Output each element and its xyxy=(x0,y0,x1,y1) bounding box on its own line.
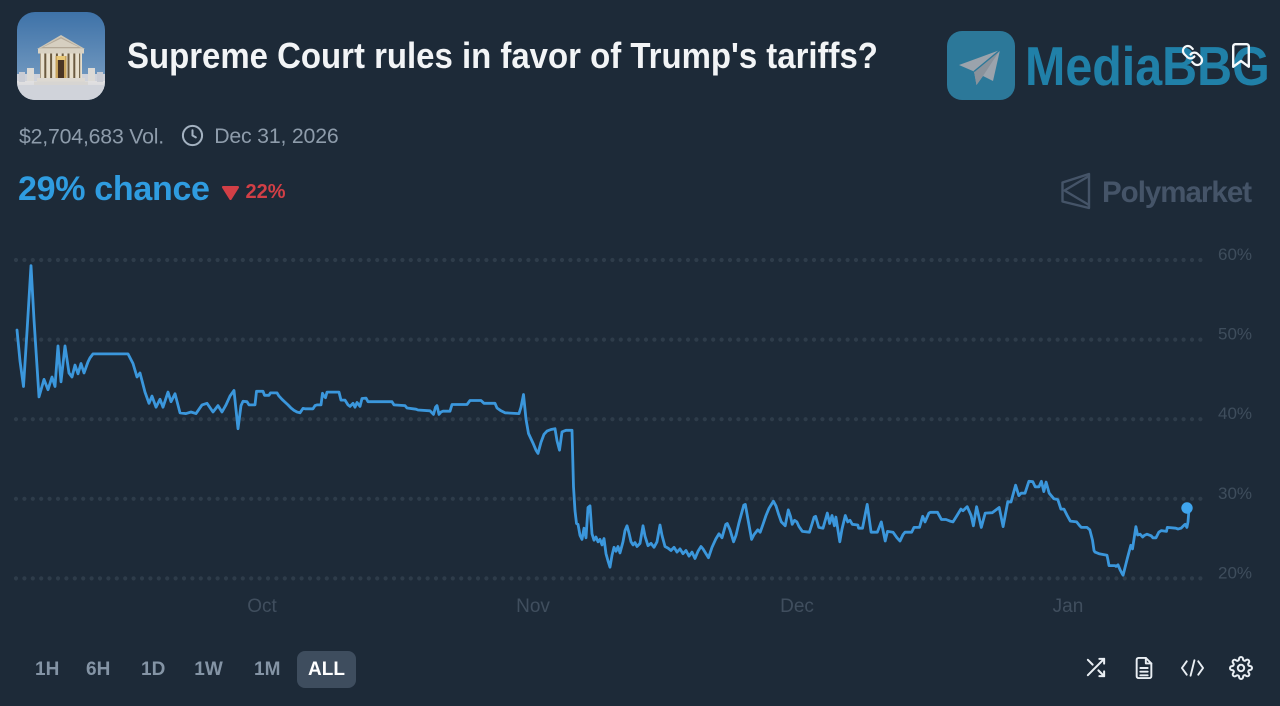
svg-text:50%: 50% xyxy=(1218,325,1252,344)
svg-text:Nov: Nov xyxy=(516,596,550,617)
svg-text:30%: 30% xyxy=(1218,484,1252,503)
svg-text:Dec: Dec xyxy=(780,596,814,617)
svg-text:Oct: Oct xyxy=(247,596,277,617)
svg-text:40%: 40% xyxy=(1218,404,1252,423)
svg-text:Jan: Jan xyxy=(1053,596,1084,617)
svg-text:20%: 20% xyxy=(1218,563,1252,582)
svg-text:60%: 60% xyxy=(1218,245,1252,264)
